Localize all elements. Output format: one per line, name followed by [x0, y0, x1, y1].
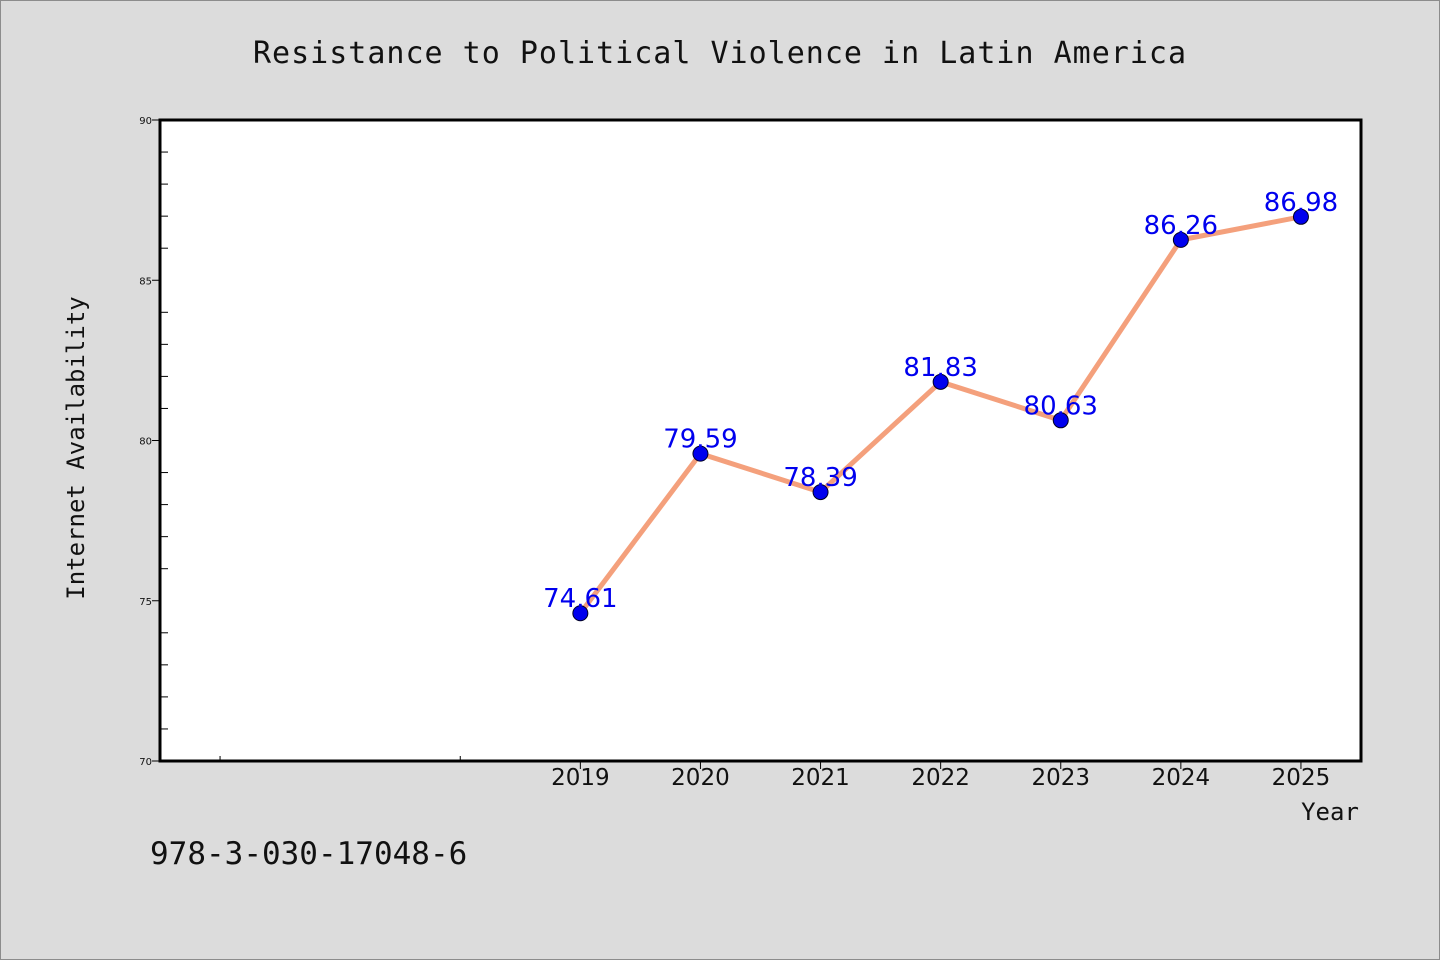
data-point [812, 484, 829, 501]
data-label: 79.59 [663, 425, 737, 455]
series-group: 74.61 79.59 78.39 81.83 80.63 86.26 86.98 [543, 188, 1338, 622]
x-axis: 2019 2020 2021 2022 2023 2024 2025 [219, 756, 1331, 791]
y-axis: 70 75 80 85 90 [139, 116, 168, 768]
data-label: 74.61 [543, 584, 617, 614]
plot-area [158, 118, 1363, 763]
x-tick-label: 2019 [551, 765, 610, 791]
x-tick-label: 2024 [1152, 765, 1211, 791]
x-tick-label: 2020 [671, 765, 730, 791]
footer-isbn: 978-3-030-17048-6 [150, 836, 467, 872]
x-tick-label: 2022 [911, 765, 970, 791]
x-axis-label: Year [1301, 798, 1359, 826]
data-label: 81.83 [903, 353, 977, 383]
y-tick-label: 70 [139, 757, 152, 768]
data-point [1292, 208, 1309, 225]
data-label: 86.26 [1144, 211, 1218, 241]
x-tick-label: 2025 [1272, 765, 1331, 791]
data-label: 78.39 [783, 463, 857, 493]
y-axis-label: Internet Availability [62, 296, 90, 599]
y-tick-label: 80 [139, 437, 152, 448]
y-tick-label: 90 [139, 116, 152, 127]
y-tick-label: 85 [139, 276, 152, 287]
data-label: 80.63 [1024, 391, 1098, 421]
y-tick-label: 75 [139, 597, 152, 608]
data-point [932, 373, 949, 390]
x-tick-label: 2021 [791, 765, 850, 791]
data-point [1172, 231, 1189, 248]
data-point [1052, 412, 1069, 429]
data-point [572, 605, 589, 622]
x-tick-label: 2023 [1031, 765, 1090, 791]
chart-title: Resistance to Political Violence in Lati… [253, 36, 1187, 71]
data-point [692, 445, 709, 462]
data-label: 86.98 [1264, 188, 1338, 218]
